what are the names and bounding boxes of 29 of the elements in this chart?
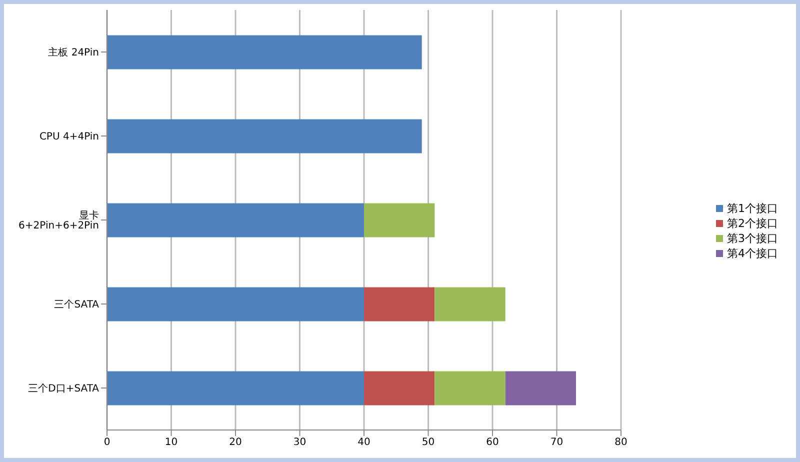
bar (107, 35, 422, 70)
y-tick-label: 三个SATA (54, 298, 100, 311)
y-tick-label: 显卡 6+2Pin+6+2Pin (18, 210, 99, 232)
bar (434, 371, 506, 406)
x-tick-label: 50 (422, 437, 435, 448)
legend-label: 第1个接口 (727, 202, 778, 215)
x-tick-label: 60 (486, 437, 499, 448)
legend-label: 第4个接口 (727, 247, 778, 260)
x-tick-label: 40 (358, 437, 370, 448)
bar (364, 287, 435, 322)
bar (434, 287, 506, 322)
bar (107, 371, 364, 406)
y-tick-label: 主板 24Pin (48, 46, 99, 59)
y-tick-label: CPU 4+4Pin (39, 132, 99, 143)
x-tick-label: 80 (614, 437, 628, 448)
legend-label: 第3个接口 (727, 232, 778, 245)
x-tick-label: 20 (229, 437, 242, 448)
x-tick-label: 10 (164, 437, 178, 448)
x-tick-label: 0 (104, 437, 110, 448)
legend-label: 第2个接口 (727, 217, 778, 230)
y-tick-label: 三个D口+SATA (28, 382, 100, 395)
bar (107, 287, 364, 322)
x-tick-label: 30 (293, 437, 306, 448)
x-tick-label: 70 (550, 437, 564, 448)
bar (505, 371, 576, 406)
bar (364, 203, 435, 238)
bar (107, 119, 422, 154)
bar (107, 203, 364, 238)
bar (364, 371, 435, 406)
